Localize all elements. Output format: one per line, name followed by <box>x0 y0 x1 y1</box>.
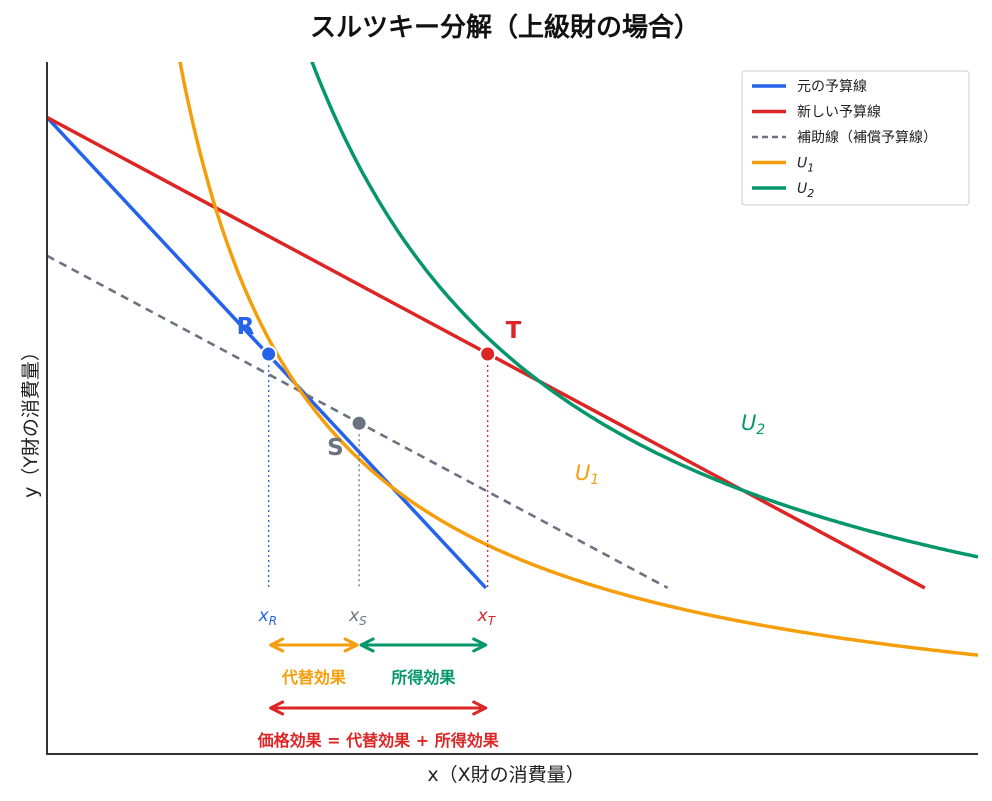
series-line-u1 <box>178 62 978 657</box>
legend-label-original: 元の予算線 <box>797 79 867 95</box>
legend-box <box>741 70 970 206</box>
effect-label-substitution: 代替効果 <box>281 668 346 687</box>
tick-label-S: xS <box>348 606 367 628</box>
effect-arrowhead-right-price <box>472 700 488 716</box>
effect-label-price: 価格効果 = 代替効果 + 所得効果 <box>257 731 499 750</box>
effect-arrowhead-right-substitution <box>343 637 359 653</box>
curve-label-u2: U2 <box>741 411 765 438</box>
legend-label-u1: U1 <box>797 156 814 175</box>
x-axis-label: x（X財の消費量） <box>427 764 584 786</box>
series-line-u2 <box>310 62 978 559</box>
effect-arrowhead-left-price <box>269 700 285 716</box>
chart-title: スルツキー分解（上級財の場合） <box>310 12 700 43</box>
point-label-S: S <box>327 435 344 461</box>
legend-label-new: 新しい予算線 <box>797 105 881 121</box>
effect-arrowhead-left-substitution <box>269 637 285 653</box>
effect-income: 所得効果 <box>359 637 488 687</box>
effect-label-income: 所得効果 <box>391 668 455 687</box>
point-label-T: T <box>506 318 522 344</box>
point-R <box>260 345 278 363</box>
legend-label-compensated: 補助線（補償予算線） <box>797 130 937 146</box>
point-S <box>350 414 368 432</box>
point-T <box>479 345 497 363</box>
tick-label-R: xR <box>258 606 277 628</box>
curve-label-u1: U1 <box>575 461 599 488</box>
tick-label-T: xT <box>477 606 497 628</box>
effect-substitution: 代替効果 <box>269 637 359 687</box>
legend-label-u2: U2 <box>797 181 814 200</box>
points-layer: RxR SxS TxT <box>237 314 522 628</box>
effect-arrowhead-right-income <box>472 637 488 653</box>
effect-arrowhead-left-income <box>359 637 375 653</box>
effect-price: 価格効果 = 代替効果 + 所得効果 <box>257 700 499 750</box>
point-label-R: R <box>237 314 255 340</box>
guide-layer <box>268 360 489 588</box>
y-axis-label: y（Y財の消費量） <box>20 342 42 498</box>
